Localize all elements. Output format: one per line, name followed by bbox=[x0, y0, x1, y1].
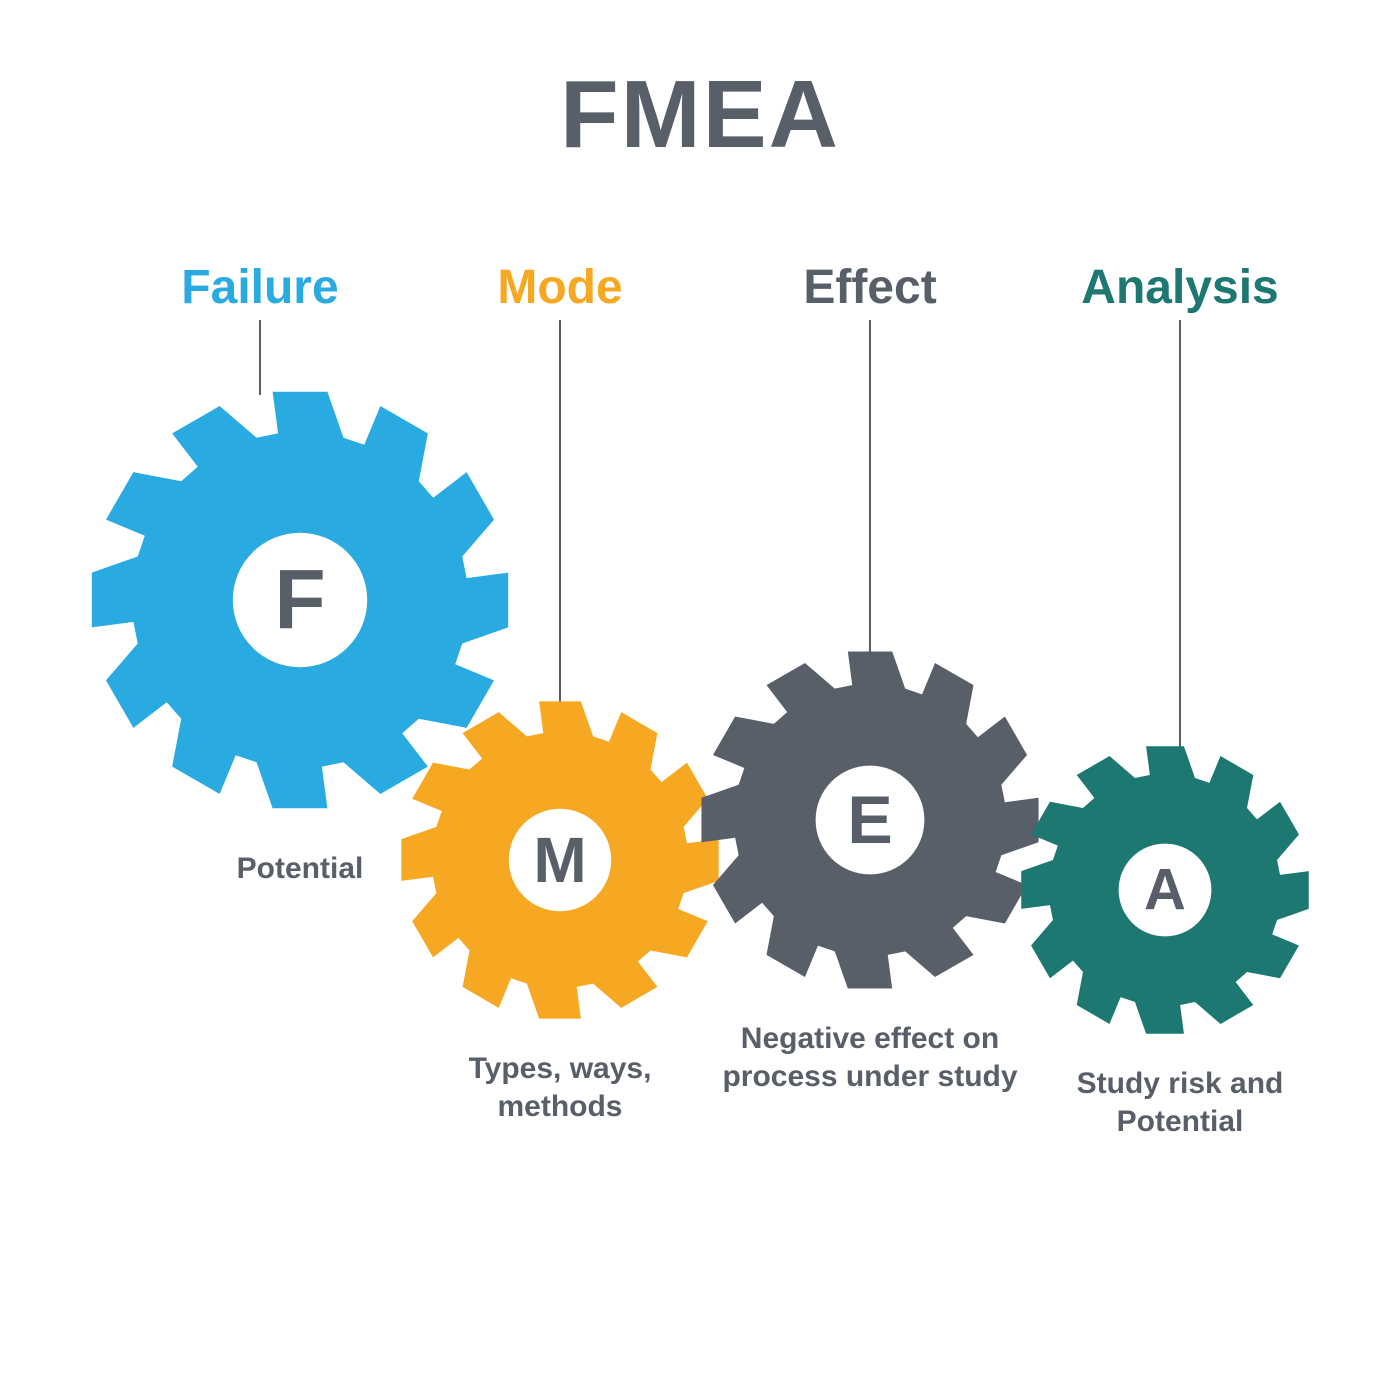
caption-analysis: Study risk and Potential bbox=[1040, 1065, 1320, 1140]
connector-effect bbox=[869, 320, 871, 655]
main-title: FMEA bbox=[0, 60, 1400, 170]
gear-analysis: A bbox=[1020, 745, 1310, 1035]
word-analysis: Analysis bbox=[1030, 260, 1330, 315]
gear-effect: E bbox=[700, 650, 1040, 990]
word-effect: Effect bbox=[720, 260, 1020, 315]
word-failure: Failure bbox=[110, 260, 410, 315]
word-mode: Mode bbox=[410, 260, 710, 315]
gear-letter-failure: F bbox=[274, 552, 325, 649]
gear-letter-mode: M bbox=[533, 823, 586, 897]
gear-mode: M bbox=[400, 700, 720, 1020]
gear-letter-analysis: A bbox=[1144, 857, 1186, 924]
caption-failure: Potential bbox=[170, 850, 430, 888]
fmea-infographic: FMEA Failure Mode Effect Analysis F M E … bbox=[0, 0, 1400, 1400]
caption-mode: Types, ways, methods bbox=[420, 1050, 700, 1125]
connector-analysis bbox=[1179, 320, 1181, 750]
caption-effect: Negative effect on process under study bbox=[715, 1020, 1025, 1095]
gear-letter-effect: E bbox=[847, 781, 892, 859]
connector-failure bbox=[259, 320, 261, 395]
connector-mode bbox=[559, 320, 561, 705]
